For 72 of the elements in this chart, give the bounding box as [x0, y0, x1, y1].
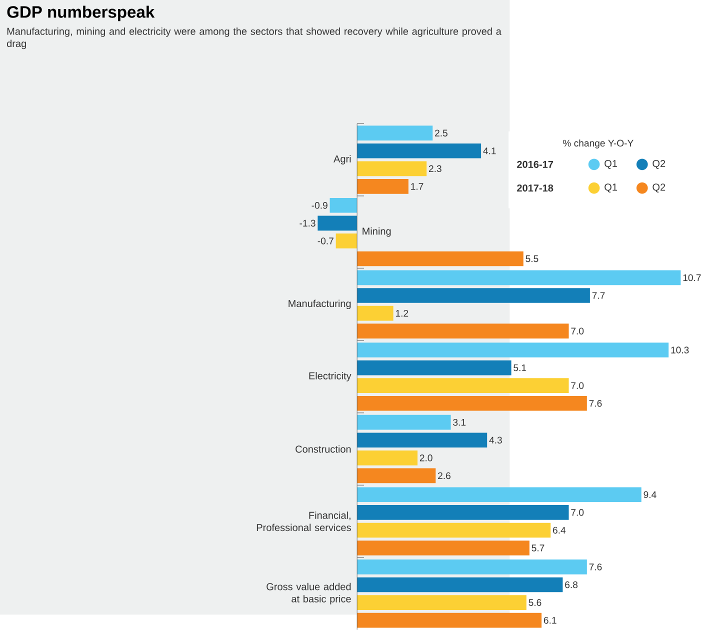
- bar: [357, 540, 530, 556]
- bar: [357, 505, 569, 520]
- data-label: 10.3: [671, 346, 689, 354]
- bar: [336, 234, 358, 248]
- bar: [357, 143, 482, 158]
- bar: [357, 577, 563, 592]
- bar: [357, 432, 488, 448]
- legend-label: Q1: [604, 160, 618, 169]
- bar: [330, 198, 358, 213]
- bar: [357, 306, 394, 321]
- data-label: 2.6: [438, 472, 450, 480]
- bar: [357, 360, 512, 376]
- bar: [357, 126, 433, 140]
- bar: [357, 487, 642, 502]
- y-tick-label: Construction: [296, 445, 351, 453]
- bar: [357, 270, 681, 286]
- data-label: 1.7: [411, 183, 424, 190]
- data-label: 7.0: [571, 328, 584, 334]
- bar: [357, 560, 587, 574]
- bar: [357, 468, 436, 484]
- data-label: 6.4: [553, 526, 566, 534]
- bar: [318, 216, 358, 231]
- data-label: 3.1: [453, 418, 466, 426]
- y-tick-label: Financial, Professional services: [256, 512, 351, 532]
- data-label: -0.7: [318, 238, 334, 244]
- data-label: 5.7: [532, 544, 544, 552]
- data-label: 6.8: [565, 581, 578, 588]
- bar: [357, 179, 408, 194]
- annotation: 2016-17: [517, 160, 554, 168]
- bar: [357, 288, 590, 303]
- data-label: 2.3: [428, 165, 442, 172]
- bar: [357, 522, 551, 538]
- data-label: 9.4: [644, 491, 656, 498]
- data-label: 7.0: [571, 509, 584, 516]
- bar: [357, 378, 569, 393]
- data-label: 7.7: [592, 292, 605, 299]
- data-label: -1.3: [300, 220, 316, 227]
- bar: [357, 414, 451, 430]
- y-tick-label: Mining: [362, 227, 391, 237]
- bar: [357, 324, 569, 338]
- data-label: 5.1: [514, 364, 526, 372]
- y-tick-label: Electricity: [309, 372, 352, 382]
- bar: [357, 396, 587, 411]
- legend-label: Q2: [652, 160, 666, 169]
- data-label: -0.9: [312, 202, 328, 209]
- data-label: 7.6: [589, 564, 602, 570]
- data-label: 5.6: [528, 599, 542, 606]
- data-label: 7.6: [589, 400, 602, 407]
- data-label: 4.3: [489, 436, 502, 444]
- bar: [357, 161, 427, 176]
- y-tick-label: Manufacturing: [288, 300, 351, 310]
- data-label: 5.5: [526, 255, 538, 262]
- data-label: 2.0: [420, 454, 432, 462]
- annotation: 2017-18: [517, 184, 554, 192]
- y-tick-label: Gross value added at basic price: [266, 582, 351, 604]
- data-label: 2.5: [435, 130, 448, 136]
- bar: [357, 612, 542, 628]
- data-label: 4.1: [483, 148, 496, 154]
- legend-label: Q2: [652, 184, 666, 192]
- bar: [357, 251, 524, 266]
- legend-label: Q1: [604, 184, 618, 192]
- text: GDP numberspeak: [7, 6, 155, 22]
- chart-subtitle: Manufacturing, mining and electricity were among the sectors that showed recovery while agriculture proved a drag: [7, 28, 502, 50]
- data-label: 1.2: [396, 310, 408, 317]
- data-label: 6.1: [544, 616, 556, 624]
- legend-title: % change Y-O-Y: [563, 139, 634, 148]
- data-label: 10.7: [683, 274, 701, 282]
- data-label: 7.0: [571, 382, 584, 389]
- y-tick-label: Agri: [334, 155, 351, 164]
- bar: [357, 595, 526, 610]
- bar: [357, 450, 418, 466]
- bar: [357, 342, 669, 358]
